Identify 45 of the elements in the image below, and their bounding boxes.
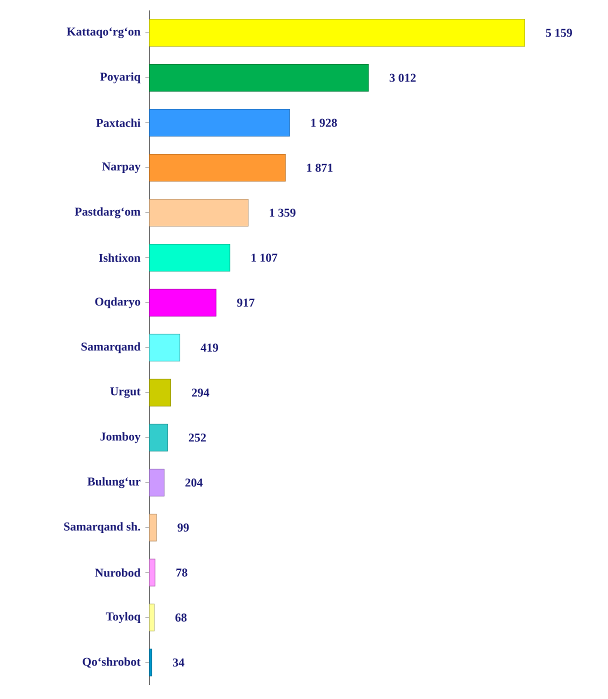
y-tick-label: Nurobod [95,568,140,577]
y-tick-label: Jomboy [100,432,140,444]
data-label: 1 871 [307,164,333,172]
y-tick-label: Toyloq [106,612,141,623]
bar [149,288,216,316]
data-label: 68 [175,613,187,622]
data-label: 3 012 [390,74,416,82]
data-label: 34 [172,658,184,667]
y-tick-label: Samarqand [81,342,140,354]
y-tick-label: Ishtixon [99,253,140,262]
data-label: 294 [192,388,210,397]
bar [149,244,230,272]
y-tick-label: Bulung‘ur [87,477,140,488]
bar [149,154,286,182]
bar [149,648,152,676]
bar [149,558,156,586]
bar [149,64,369,92]
bar [149,468,164,496]
y-tick-label: Urgut [110,387,141,398]
bar [149,604,155,632]
bar [149,514,157,542]
data-label: 419 [200,344,218,352]
y-tick-label: Paxtachi [96,118,140,128]
data-label: 252 [188,434,206,442]
y-tick-label: Poyariq [100,72,141,84]
y-tick-label: Samarqand sh. [64,522,140,534]
y-tick-label: Kattaqo‘rg‘on [66,28,140,38]
data-label: 1 359 [270,208,296,217]
data-label: 78 [176,568,188,577]
bar [149,109,290,137]
data-label: 204 [185,478,203,487]
y-tick-label: Qo‘shrobot [82,657,141,668]
bar [149,19,526,47]
y-tick-label: Pastdarg‘om [74,207,140,218]
y-tick-label: Narpay [102,162,140,173]
bar [149,424,168,452]
data-label: 917 [237,298,254,307]
data-label: 99 [178,524,189,532]
data-label: 1 107 [252,254,278,262]
bar [149,378,171,406]
bar [149,198,248,227]
bar [149,334,180,362]
data-label: 1 928 [311,118,337,127]
data-label: 5 159 [546,28,572,37]
y-tick-label: Oqdaryo [95,297,140,308]
